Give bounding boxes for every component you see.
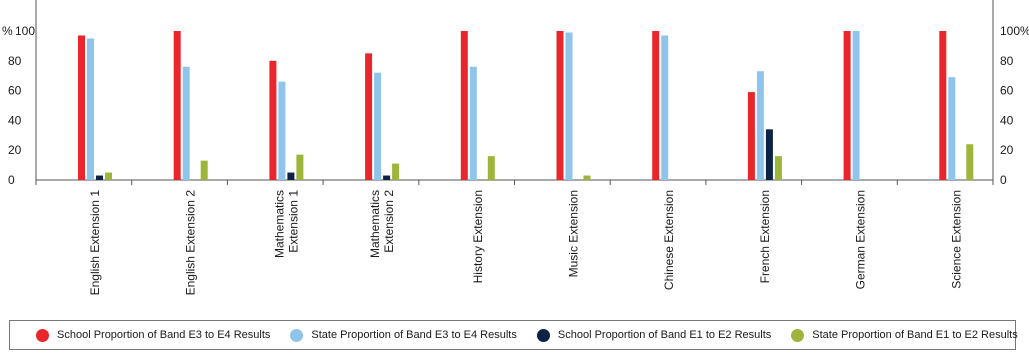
bar (296, 154, 304, 180)
bar (966, 144, 974, 180)
y-axis-unit-right: % (1020, 24, 1029, 38)
x-tick-label-line: Mathematics (272, 190, 286, 258)
bar (843, 31, 851, 180)
bar (487, 156, 495, 180)
x-tick-label-line: Extension 1 (286, 190, 300, 253)
x-tick-label-line: History Extension (471, 190, 485, 283)
y-tick-label-left: 60 (8, 84, 22, 98)
bar (392, 163, 400, 180)
bar (747, 92, 755, 180)
y-tick-label-right: 60 (1000, 84, 1014, 98)
x-tick-label-line: Mathematics (368, 190, 382, 258)
bar (765, 129, 773, 180)
x-tick-label: Music Extension (567, 190, 581, 277)
legend-label: State Proportion of Band E1 to E2 Result… (812, 329, 1018, 341)
bar (556, 31, 564, 180)
legend-item-school-e1-e2: School Proportion of Band E1 to E2 Resul… (536, 328, 772, 342)
legend-item-school-e3-e4: School Proportion of Band E3 to E4 Resul… (36, 328, 271, 342)
x-tick-label: MathematicsExtension 2 (368, 190, 396, 258)
bar (661, 35, 669, 180)
legend-swatch (791, 328, 805, 342)
y-tick-label-left: 100 (15, 24, 35, 38)
bar (365, 53, 373, 180)
bar (652, 31, 660, 180)
bar (583, 175, 591, 180)
x-tick-label: History Extension (471, 190, 485, 283)
bar (182, 66, 190, 180)
bar (774, 156, 782, 180)
x-tick-label: English Extension 2 (184, 190, 198, 296)
legend-label: School Proportion of Band E3 to E4 Resul… (57, 329, 271, 341)
legend: School Proportion of Band E3 to E4 Resul… (9, 320, 1018, 350)
bar (173, 31, 181, 180)
x-tick-label-line: German Extension (854, 190, 868, 289)
x-tick-label: MathematicsExtension 1 (272, 190, 300, 258)
bar (269, 60, 277, 180)
bar (383, 175, 391, 180)
bar (278, 81, 286, 180)
legend-label: State Proportion of Band E3 to E4 Result… (311, 329, 517, 341)
x-tick-label-line: English Extension 1 (88, 190, 102, 296)
bar (105, 172, 112, 180)
y-tick-label-left: 20 (8, 143, 22, 157)
y-tick-label-left: 80 (8, 54, 22, 68)
y-tick-label-right: 80 (1000, 54, 1014, 68)
x-tick-label: Chinese Extension (662, 190, 676, 290)
legend-item-state-e1-e2: State Proportion of Band E1 to E2 Result… (791, 328, 1018, 342)
legend-label: School Proportion of Band E1 to E2 Resul… (557, 329, 772, 341)
y-tick-label-left: 0 (8, 173, 15, 187)
bar (460, 31, 468, 180)
y-tick-label-right: 100 (1000, 24, 1020, 38)
x-tick-label: Science Extension (949, 190, 963, 289)
y-axis-unit-left: % (2, 24, 13, 38)
legend-swatch (290, 328, 304, 342)
x-tick-label-line: English Extension 2 (184, 190, 198, 296)
x-tick-label: German Extension (854, 190, 868, 289)
x-tick-label: French Extension (758, 190, 772, 283)
x-tick-label-line: Chinese Extension (662, 190, 676, 290)
y-tick-label-left: 40 (8, 113, 22, 127)
bar (948, 77, 956, 180)
bar (78, 35, 85, 180)
x-tick-label-line: French Extension (758, 190, 772, 283)
bar (287, 172, 295, 180)
x-tick-label-line: Science Extension (949, 190, 963, 289)
x-tick-label-line: Extension 2 (382, 190, 396, 253)
x-tick-label-line: Music Extension (567, 190, 581, 277)
bar (852, 31, 860, 180)
bar-chart: 0 0 20 20 40 40 60 60 80 80 100 100%% English Extens… (2, 0, 1029, 296)
bar (374, 72, 382, 180)
bar (756, 71, 764, 180)
y-tick-label-right: 0 (1000, 173, 1007, 187)
y-tick-label-right: 40 (1000, 113, 1014, 127)
bar (469, 66, 477, 180)
legend-swatch (536, 328, 550, 342)
y-tick-label-right: 20 (1000, 143, 1014, 157)
bar (939, 31, 947, 180)
bar (87, 38, 94, 181)
x-tick-label: English Extension 1 (88, 190, 102, 296)
bar (565, 32, 573, 180)
legend-swatch (36, 328, 49, 342)
bar (200, 160, 208, 180)
legend-item-state-e3-e4: State Proportion of Band E3 to E4 Result… (290, 328, 517, 342)
bar (96, 175, 103, 180)
